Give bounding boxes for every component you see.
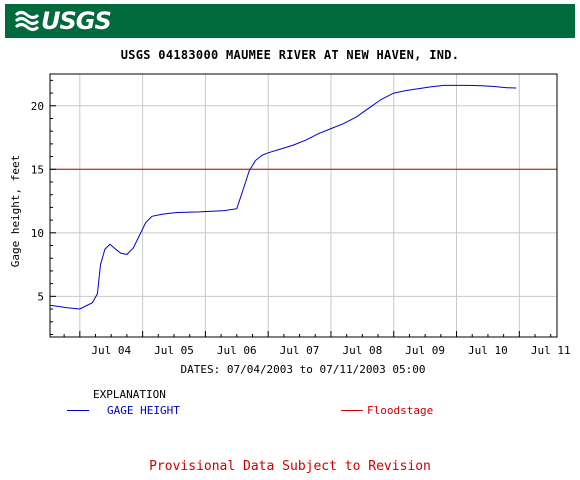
usgs-banner: USGS [5, 4, 575, 38]
x-tick-label: Jul 07 [280, 344, 320, 357]
explanation-heading: EXPLANATION [93, 388, 166, 401]
y-tick-label: 5 [37, 290, 44, 303]
x-tick-label: Jul 06 [217, 344, 257, 357]
legend-floodstage-label: Floodstage [367, 404, 434, 417]
x-tick-label: Jul 08 [342, 344, 382, 357]
legend-gage-label: GAGE HEIGHT [107, 404, 180, 417]
chart-grid [50, 74, 557, 337]
plot-frame [49, 73, 558, 338]
y-tick-label: 20 [31, 100, 44, 113]
legend-gage-line [67, 410, 89, 411]
x-tick-label: Jul 11 [531, 344, 571, 357]
chart-series [49, 84, 557, 310]
gage-height-series-line [49, 84, 517, 310]
x-tick-label: Jul 04 [91, 344, 131, 357]
provisional-notice: Provisional Data Subject to Revision [149, 459, 431, 474]
x-tick-label: Jul 10 [468, 344, 508, 357]
x-tick-label: Jul 05 [154, 344, 194, 357]
x-axis-label: DATES: 07/04/2003 to 07/11/2003 05:00 [180, 363, 425, 376]
legend-floodstage-line [341, 410, 363, 411]
y-tick-label: 15 [31, 163, 44, 176]
y-axis-label: Gage height, feet [9, 155, 22, 268]
x-tick-label: Jul 09 [405, 344, 445, 357]
usgs-logo-text: USGS [41, 7, 112, 35]
axis-tick-labels: Jul 04 Jul 05 Jul 06 Jul 07 Jul 08 Jul 09 Jul … [31, 100, 571, 357]
y-tick-label: 10 [31, 227, 44, 240]
usgs-wave-icon [15, 11, 39, 31]
usgs-logo[interactable]: USGS [15, 7, 112, 35]
axis-ticks [50, 79, 552, 337]
chart-title: USGS 04183000 MAUMEE RIVER AT NEW HAVEN,… [120, 48, 460, 62]
